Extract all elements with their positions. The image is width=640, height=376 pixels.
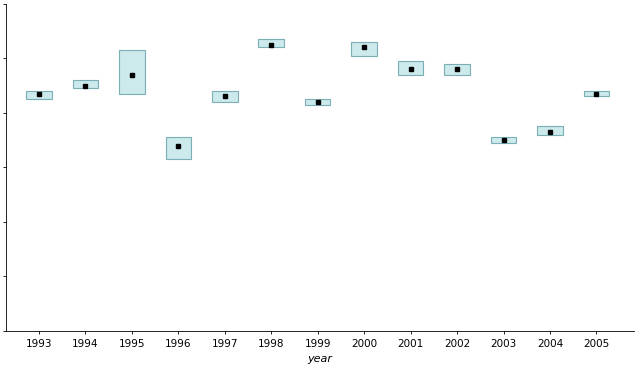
Bar (212, 91, 237, 102)
Bar (166, 137, 191, 159)
Bar (398, 61, 424, 75)
Bar (305, 99, 330, 105)
Bar (537, 126, 563, 135)
Bar (444, 64, 470, 75)
Bar (26, 91, 52, 99)
X-axis label: year: year (307, 354, 333, 364)
Bar (491, 137, 516, 143)
Bar (351, 42, 377, 56)
Bar (584, 91, 609, 97)
Bar (119, 50, 145, 94)
Bar (259, 39, 284, 47)
Bar (72, 80, 98, 88)
